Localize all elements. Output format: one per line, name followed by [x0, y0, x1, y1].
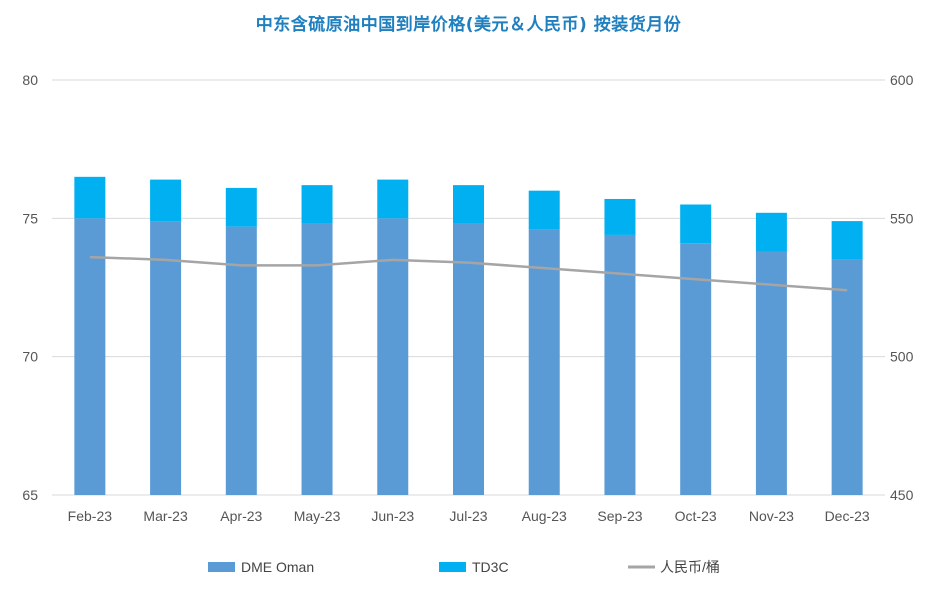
x-tick-label: Jul-23	[449, 508, 487, 524]
x-tick-label: May-23	[294, 508, 341, 524]
bar-dme-oman	[377, 218, 409, 496]
bar-td3c	[831, 221, 863, 260]
legend-label-td3c: TD3C	[472, 559, 509, 575]
bar-dme-oman	[755, 251, 787, 495]
bar-dme-oman	[453, 223, 484, 495]
bar-dme-oman	[150, 221, 182, 495]
bar-td3c	[150, 179, 182, 222]
x-tick-label: Aug-23	[522, 508, 567, 524]
bar-td3c	[528, 190, 560, 230]
y-left-tick-label: 65	[22, 487, 38, 503]
bar-td3c	[453, 185, 484, 224]
legend-label-dme-oman: DME Oman	[241, 559, 314, 575]
x-tick-label: Feb-23	[68, 508, 113, 524]
bar-td3c	[755, 212, 787, 252]
x-tick-label: Apr-23	[220, 508, 262, 524]
x-tick-label: Nov-23	[749, 508, 794, 524]
bar-dme-oman	[528, 229, 560, 495]
y-right-tick-label: 600	[890, 72, 914, 88]
bar-dme-oman	[74, 218, 106, 496]
legend-swatch-dme-oman	[208, 562, 235, 572]
bar-dme-oman	[680, 243, 712, 495]
y-left-tick-label: 80	[22, 72, 38, 88]
bar-dme-oman	[604, 234, 636, 495]
bar-td3c	[225, 187, 257, 227]
bar-td3c	[377, 179, 409, 219]
y-left-tick-label: 70	[22, 349, 38, 365]
bar-td3c	[74, 176, 106, 219]
bar-dme-oman	[831, 259, 863, 495]
x-tick-label: Sep-23	[597, 508, 642, 524]
x-tick-label: Jun-23	[371, 508, 414, 524]
bar-dme-oman	[225, 226, 257, 495]
x-tick-label: Mar-23	[143, 508, 188, 524]
bar-td3c	[680, 204, 712, 244]
y-right-tick-label: 550	[890, 210, 914, 226]
bar-td3c	[301, 185, 333, 224]
bar-td3c	[604, 198, 636, 235]
line-rmb-per-barrel	[89, 255, 848, 292]
legend-swatch-td3c	[439, 562, 466, 572]
legend-label-rmb-line: 人民币/桶	[660, 559, 720, 575]
x-tick-label: Oct-23	[675, 508, 717, 524]
y-right-tick-label: 500	[890, 349, 914, 365]
x-tick-label: Dec-23	[825, 508, 870, 524]
y-left-tick-label: 75	[22, 210, 38, 226]
bar-dme-oman	[301, 223, 333, 495]
chart-title: 中东含硫原油中国到岸价格(美元＆人民币) 按装货月份	[255, 15, 682, 35]
y-right-tick-label: 450	[890, 487, 914, 503]
